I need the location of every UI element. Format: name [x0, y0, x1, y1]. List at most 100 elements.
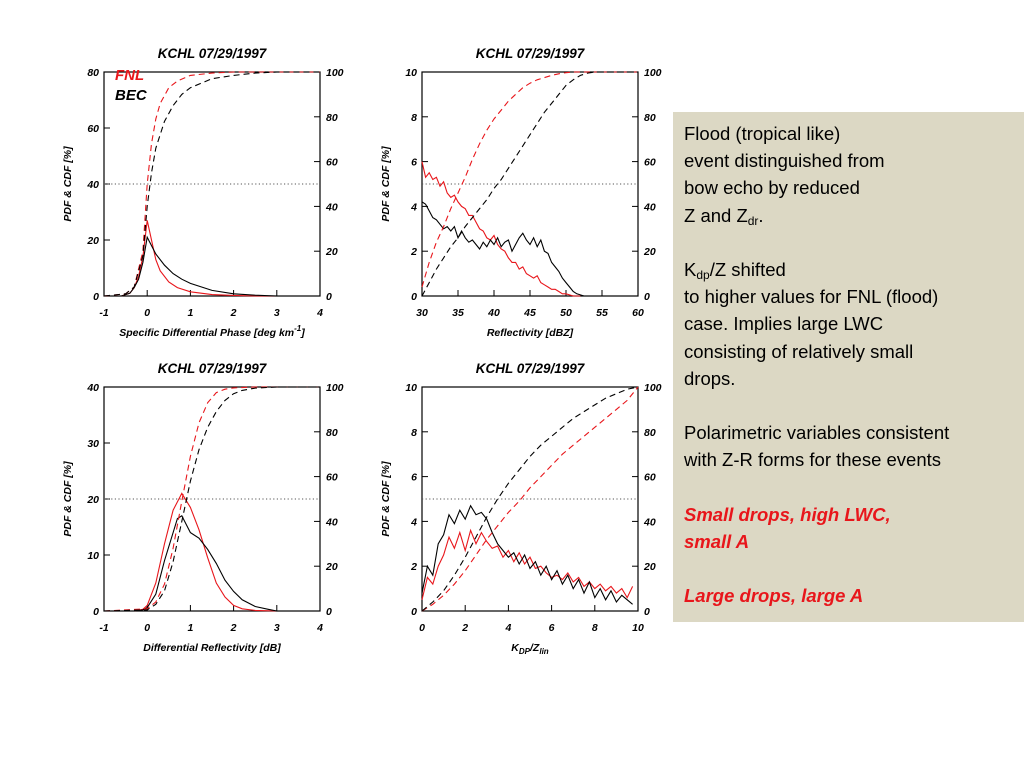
subscript: dr: [747, 213, 759, 228]
highlight-line: Small drops, high LWC,: [684, 501, 1018, 528]
x-tick-label: 40: [487, 307, 500, 319]
x-axis-label-part: lin: [539, 647, 548, 656]
chart-title: KCHL 07/29/1997: [476, 361, 586, 376]
x-axis-label: Differential Reflectivity [dB]: [143, 642, 281, 654]
note-text: /Z shifted: [709, 259, 786, 280]
y2-tick-label: 60: [326, 472, 338, 484]
y-tick-label: 6: [411, 157, 417, 169]
x-tick-label: 6: [549, 622, 555, 634]
x-axis-label-part: -1: [294, 324, 302, 333]
paragraph-gap: [684, 229, 1018, 256]
paragraph-gap: [684, 474, 1018, 501]
series-bec-cdf-line: [421, 71, 638, 297]
x-axis-label-part: Reflectivity [dBZ]: [487, 327, 574, 339]
y-tick-label: 4: [410, 516, 417, 528]
y-tick-label: 0: [411, 606, 417, 618]
legend-fnl: FNL: [115, 67, 144, 84]
y-tick-label: 0: [411, 291, 417, 303]
note-text: event distinguished from: [684, 150, 885, 172]
x-axis-label-part: /Z: [529, 642, 540, 654]
x-tick-label: 1: [187, 622, 193, 634]
chart-title: KCHL 07/29/1997: [158, 361, 268, 376]
note-line: Flood (tropical like): [684, 120, 1018, 147]
note-text: Polarimetric variables consistent: [684, 422, 950, 444]
y2-tick-label: 80: [644, 112, 656, 124]
y2-tick-label: 100: [644, 67, 662, 79]
series-bec-cdf-line: [103, 71, 320, 297]
y2-tick-label: 80: [644, 427, 656, 439]
y2-tick-label: 0: [644, 291, 650, 303]
y-tick-label: 10: [405, 382, 417, 394]
note-text: small A: [684, 531, 750, 552]
chart-title: KCHL 07/29/1997: [158, 46, 268, 61]
x-tick-label: 60: [632, 307, 644, 319]
x-tick-label: 35: [452, 307, 464, 319]
y2-tick-label: 0: [326, 291, 332, 303]
y2-tick-label: 80: [326, 427, 338, 439]
notes-panel: Flood (tropical like) event distinguished…: [673, 112, 1024, 622]
y2-tick-label: 40: [325, 516, 338, 528]
y-axis-label: PDF & CDF [%]: [380, 146, 392, 222]
series-fnl-cdf-line: [421, 71, 638, 288]
x-tick-label: 3: [274, 307, 280, 319]
x-tick-label: 55: [596, 307, 608, 319]
x-axis-label: KDP/Zlin: [511, 642, 549, 656]
x-axis-label: Specific Differential Phase [deg km-1]: [119, 324, 305, 339]
note-line: Z and Zdr.: [684, 202, 1018, 229]
y-tick-label: 0: [93, 291, 99, 303]
y2-tick-label: 0: [326, 606, 332, 618]
x-axis-label-part: Differential Reflectivity [dB]: [143, 642, 281, 654]
y-tick-label: 20: [86, 494, 99, 506]
series-bec-pdf-line: [104, 515, 320, 612]
note-line: Polarimetric variables consistent: [684, 419, 1018, 446]
series-bec-pdf-line: [421, 201, 588, 297]
y2-tick-label: 40: [643, 516, 656, 528]
note-line: to higher values for FNL (flood): [684, 283, 1018, 310]
note-text: .: [758, 204, 764, 226]
chart-title: KCHL 07/29/1997: [476, 46, 586, 61]
y-tick-label: 30: [87, 438, 99, 450]
x-tick-label: 4: [504, 622, 511, 634]
y2-tick-label: 20: [643, 246, 656, 258]
y-tick-label: 8: [411, 112, 417, 124]
series-fnl-pdf-line: [104, 220, 320, 297]
x-tick-label: 30: [416, 307, 428, 319]
y2-tick-label: 60: [644, 157, 656, 169]
x-tick-label: 50: [560, 307, 572, 319]
y2-tick-label: 80: [326, 112, 338, 124]
y-axis-label: PDF & CDF [%]: [62, 461, 74, 537]
y-tick-label: 80: [87, 67, 99, 79]
y2-tick-label: 100: [326, 382, 344, 394]
note-line: Kdp/Z shifted: [684, 256, 1018, 283]
series-fnl-pdf-line: [104, 492, 320, 612]
y-tick-label: 0: [93, 606, 99, 618]
paragraph-gap: [684, 392, 1018, 419]
y2-tick-label: 60: [326, 157, 338, 169]
note-line: bow echo by reduced: [684, 174, 1018, 201]
subscript: dp: [696, 268, 710, 282]
y-tick-label: 10: [405, 67, 417, 79]
y2-tick-label: 100: [326, 67, 344, 79]
x-tick-label: 10: [632, 622, 644, 634]
y2-tick-label: 20: [325, 246, 338, 258]
y-tick-label: 10: [87, 550, 99, 562]
y2-tick-label: 100: [644, 382, 662, 394]
x-tick-label: 8: [592, 622, 598, 634]
note-line: case. Implies large LWC: [684, 310, 1018, 337]
y-tick-label: 4: [410, 201, 417, 213]
x-tick-label: 0: [144, 622, 150, 634]
note-text: Small drops, high LWC,: [684, 503, 891, 525]
legend-bec: BEC: [115, 87, 148, 104]
y2-tick-label: 20: [643, 561, 656, 573]
y-tick-label: 40: [86, 179, 99, 191]
paragraph-gap: [684, 555, 1018, 582]
note-text: with Z-R forms for these events: [684, 449, 942, 471]
note-text: Flood (tropical like): [684, 123, 841, 144]
x-tick-label: 1: [187, 307, 193, 319]
x-axis-label-part: ]: [300, 327, 305, 339]
x-tick-label: -1: [99, 307, 108, 319]
x-tick-label: 4: [316, 307, 323, 319]
